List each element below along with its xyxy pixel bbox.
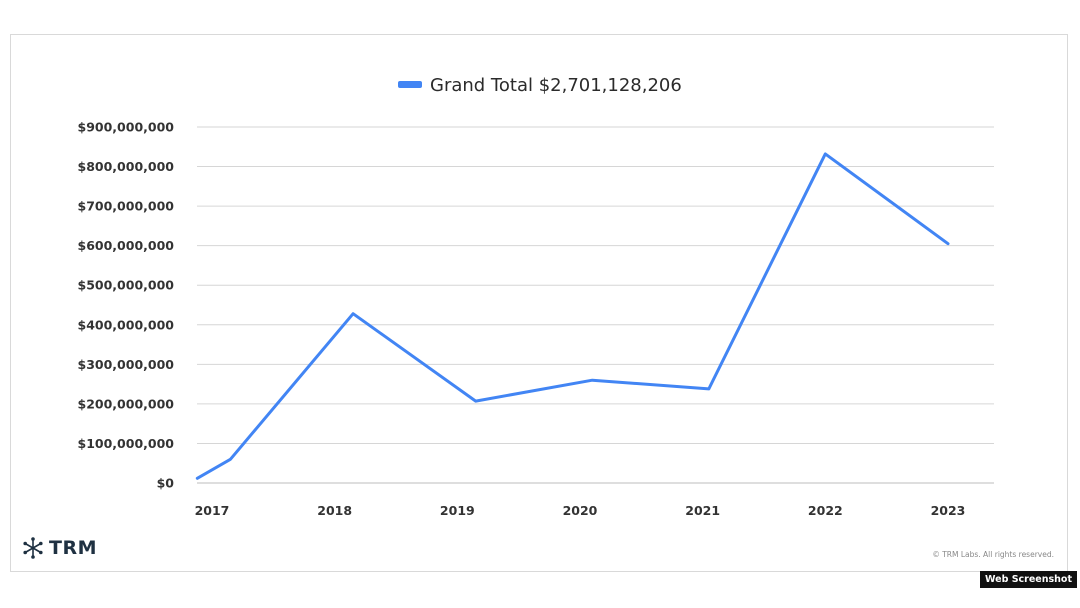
y-tick-label: $700,000,000: [78, 199, 175, 214]
brand-name: TRM: [49, 537, 97, 559]
y-tick-label: $800,000,000: [78, 159, 175, 174]
y-tick-label: $400,000,000: [78, 317, 175, 332]
series-layer: [195, 152, 950, 480]
y-tick-label: $300,000,000: [78, 357, 175, 372]
x-tick-label: 2020: [563, 503, 598, 518]
y-tick-label: $600,000,000: [78, 238, 175, 253]
brand-logo: TRM: [22, 536, 97, 560]
y-tick-label: $0: [157, 476, 175, 491]
y-tick-label: $500,000,000: [78, 278, 175, 293]
y-tick-label: $200,000,000: [78, 396, 175, 411]
x-tick-label: 2021: [685, 503, 720, 518]
web-screenshot-badge: Web Screenshot: [980, 571, 1077, 588]
snowflake-icon: [23, 537, 43, 559]
x-tick-label: 2022: [808, 503, 843, 518]
legend[interactable]: Grand Total $2,701,128,206: [398, 75, 682, 96]
x-tick-label: 2017: [195, 503, 230, 518]
y-tick-label: $900,000,000: [78, 120, 175, 135]
y-axis-ticks: $0 $100,000,000 $200,000,000 $300,000,000 $4…: [78, 120, 175, 491]
legend-label: Grand Total $2,701,128,206: [430, 75, 682, 96]
y-tick-label: $100,000,000: [78, 436, 175, 451]
x-tick-label: 2023: [931, 503, 966, 518]
chart-frame: [10, 34, 1068, 572]
x-tick-label: 2018: [317, 503, 352, 518]
series-line: [195, 152, 950, 480]
x-tick-label: 2019: [440, 503, 475, 518]
copyright-notice: © TRM Labs. All rights reserved.: [932, 550, 1054, 559]
legend-swatch: [398, 81, 422, 88]
gridlines: [197, 126, 994, 484]
x-axis-ticks: 2017 2018 2019 2020 2021 2022 2023: [195, 503, 966, 518]
